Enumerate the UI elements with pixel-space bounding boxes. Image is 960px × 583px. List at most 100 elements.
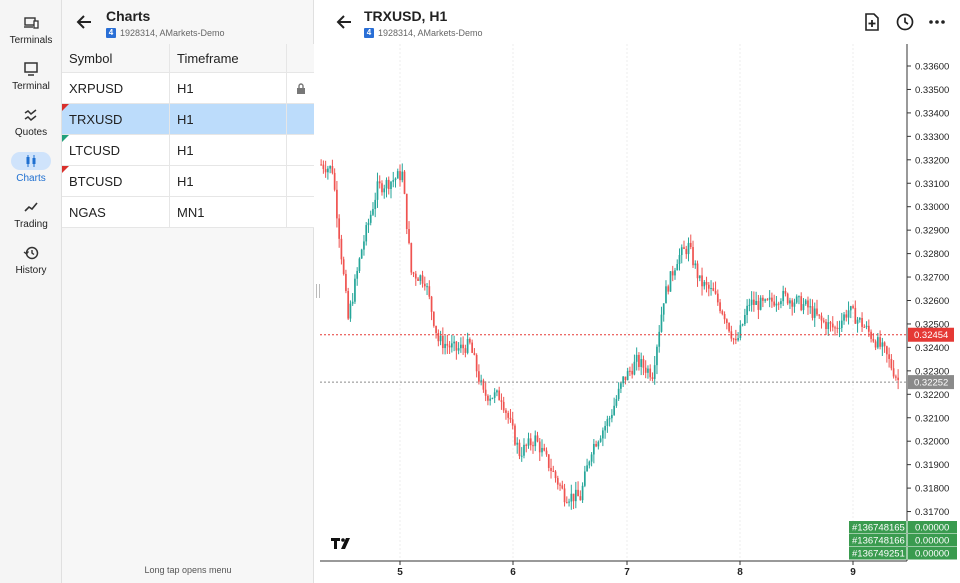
price-axis: 0.33600 0.33500 0.33400 0.33300 0.33200 0.331…: [906, 44, 949, 561]
main-nav: Terminals Terminal Quotes Charts Trading…: [0, 0, 62, 583]
candle-body: [793, 302, 796, 307]
table-row[interactable]: XRPUSD H1: [62, 73, 314, 104]
candle-body: [705, 281, 708, 285]
candle-body: [732, 338, 735, 340]
candle: [716, 289, 719, 306]
nav-label: Charts: [16, 173, 46, 184]
nav-item-terminals[interactable]: Terminals: [0, 14, 62, 54]
candle-body: [852, 306, 854, 308]
candle-body: [525, 444, 528, 446]
candle: [354, 274, 356, 304]
clock-icon[interactable]: [895, 12, 915, 32]
candle-body: [414, 273, 417, 279]
column-symbol[interactable]: Symbol: [62, 44, 170, 72]
candle-body: [507, 412, 510, 418]
charts-table: Symbol Timeframe XRPUSD H1 TRXUSD H1 LTC…: [62, 44, 314, 228]
nav-item-terminal[interactable]: Terminal: [0, 60, 62, 100]
candle-body: [586, 465, 588, 472]
candle: [426, 283, 428, 296]
candle: [324, 160, 327, 178]
candle-body: [662, 303, 665, 315]
candle: [583, 465, 586, 488]
candle-body: [527, 438, 530, 446]
table-row[interactable]: LTCUSD H1: [62, 135, 314, 166]
devices-icon: [11, 14, 51, 32]
nav-item-history[interactable]: History: [0, 244, 62, 284]
back-arrow-icon[interactable]: [334, 12, 354, 32]
candle: [620, 382, 622, 394]
candle-body: [811, 306, 814, 318]
price-levels: 0.32454 0.32252: [320, 327, 954, 390]
candle: [775, 295, 778, 312]
order-label-bg: [849, 547, 957, 560]
candle-body: [320, 164, 322, 166]
candle-body: [838, 328, 841, 330]
price-tick-label: 0.33100: [915, 179, 949, 190]
candle: [784, 287, 787, 297]
candle-body: [559, 484, 561, 486]
candle: [509, 408, 512, 423]
candle: [502, 396, 505, 413]
candle-body: [428, 286, 431, 297]
candle-body: [550, 467, 552, 471]
more-icon[interactable]: [927, 12, 947, 32]
column-timeframe[interactable]: Timeframe: [170, 44, 287, 72]
candle: [647, 365, 649, 379]
candle: [750, 291, 753, 312]
candle: [534, 430, 537, 452]
candle: [547, 454, 550, 472]
candle-body: [739, 325, 742, 339]
candle-body: [789, 300, 791, 304]
candle: [759, 295, 762, 311]
candle: [782, 285, 785, 306]
table-row[interactable]: TRXUSD H1: [62, 104, 314, 135]
candle-body: [338, 218, 341, 239]
candle-body: [737, 338, 739, 341]
candle-body: [831, 323, 834, 328]
price-tick-label: 0.32100: [915, 413, 949, 424]
candle-body: [518, 442, 521, 457]
candle: [732, 337, 735, 345]
candle: [507, 410, 510, 424]
candle: [529, 433, 532, 451]
candle: [441, 327, 444, 355]
candle-body: [678, 255, 681, 265]
back-arrow-icon[interactable]: [74, 12, 94, 32]
nav-item-trading[interactable]: Trading: [0, 198, 62, 238]
candle: [579, 490, 582, 501]
candle-body: [813, 308, 816, 318]
candle-body: [845, 314, 848, 318]
candle-body: [574, 489, 577, 502]
candle: [374, 192, 377, 218]
candle: [624, 376, 627, 385]
candle-body: [554, 471, 557, 479]
price-tick-label: 0.32200: [915, 390, 949, 401]
candle: [538, 437, 541, 461]
candle: [881, 337, 884, 356]
candle: [766, 298, 769, 301]
table-row[interactable]: BTCUSD H1: [62, 166, 314, 197]
candle: [638, 352, 640, 371]
table-row[interactable]: NGAS MN1: [62, 197, 314, 228]
candle-body: [466, 338, 469, 353]
candle: [487, 394, 489, 406]
splitter-handle[interactable]: [316, 284, 320, 298]
candle-body: [602, 430, 604, 439]
candle: [854, 300, 857, 324]
nav-item-charts[interactable]: Charts: [0, 152, 62, 192]
price-tick-label: 0.32500: [915, 319, 949, 330]
candle-body: [892, 368, 895, 377]
nav-item-quotes[interactable]: Quotes: [0, 106, 62, 146]
candle: [390, 180, 392, 199]
new-order-icon[interactable]: [862, 12, 882, 32]
candle: [333, 168, 336, 192]
candle: [689, 234, 692, 250]
candle: [527, 432, 530, 449]
candle-body: [809, 306, 812, 308]
candle-body: [541, 447, 543, 453]
candle-body: [336, 189, 338, 219]
candle-body: [385, 179, 388, 189]
candle-body: [403, 171, 406, 194]
candle: [570, 484, 573, 510]
